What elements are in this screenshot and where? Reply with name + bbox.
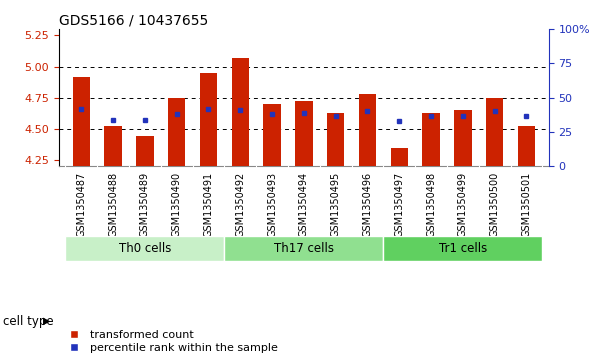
Text: GSM1350493: GSM1350493 xyxy=(267,172,277,237)
Bar xyxy=(168,98,185,166)
Bar xyxy=(231,58,249,166)
Bar xyxy=(359,94,376,166)
Text: GSM1350496: GSM1350496 xyxy=(362,172,372,237)
Text: GSM1350489: GSM1350489 xyxy=(140,172,150,237)
Bar xyxy=(73,77,90,166)
Bar xyxy=(295,102,313,166)
Bar xyxy=(263,104,281,166)
Text: GSM1350491: GSM1350491 xyxy=(204,172,214,237)
Text: GSM1350495: GSM1350495 xyxy=(330,172,340,237)
Bar xyxy=(454,110,471,166)
Text: ▶: ▶ xyxy=(43,316,51,326)
Text: cell type: cell type xyxy=(3,315,54,328)
Bar xyxy=(65,236,224,261)
Text: GSM1350488: GSM1350488 xyxy=(108,172,118,237)
Text: GSM1350487: GSM1350487 xyxy=(76,172,86,237)
Text: GSM1350490: GSM1350490 xyxy=(172,172,182,237)
Text: GSM1350499: GSM1350499 xyxy=(458,172,468,237)
Text: Tr1 cells: Tr1 cells xyxy=(439,242,487,255)
Text: GSM1350500: GSM1350500 xyxy=(490,172,500,237)
Text: GSM1350494: GSM1350494 xyxy=(299,172,309,237)
Text: GSM1350497: GSM1350497 xyxy=(394,172,404,237)
Bar xyxy=(517,126,535,166)
Bar xyxy=(136,136,153,166)
Text: GSM1350498: GSM1350498 xyxy=(426,172,436,237)
Text: Th0 cells: Th0 cells xyxy=(119,242,171,255)
Bar xyxy=(327,113,345,166)
Bar xyxy=(486,98,503,166)
Bar xyxy=(199,73,217,166)
Legend: transformed count, percentile rank within the sample: transformed count, percentile rank withi… xyxy=(58,325,282,358)
Bar xyxy=(391,148,408,166)
Text: Th17 cells: Th17 cells xyxy=(274,242,334,255)
Text: GSM1350501: GSM1350501 xyxy=(522,172,532,237)
Bar xyxy=(224,236,384,261)
Bar xyxy=(422,113,440,166)
Text: GDS5166 / 10437655: GDS5166 / 10437655 xyxy=(59,14,208,28)
Bar xyxy=(384,236,542,261)
Text: GSM1350492: GSM1350492 xyxy=(235,172,245,237)
Bar xyxy=(104,126,122,166)
